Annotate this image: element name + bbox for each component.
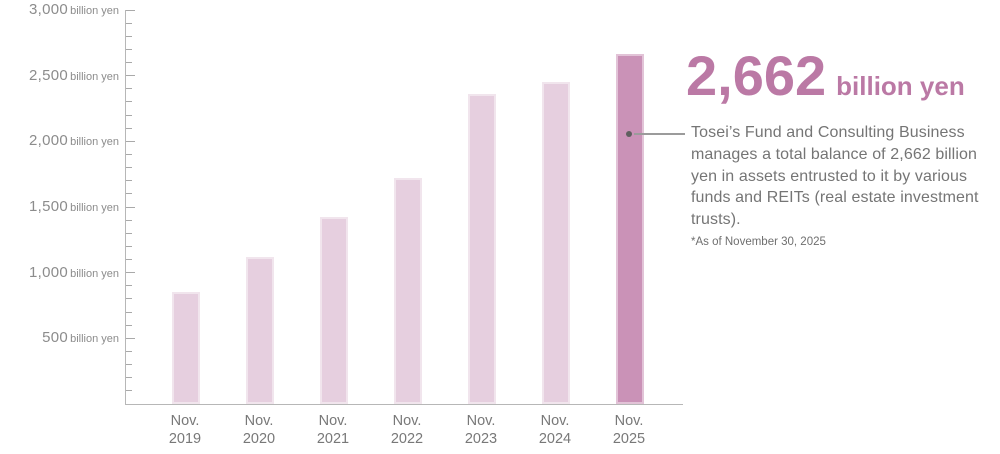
bar bbox=[320, 216, 348, 404]
y-axis-minor-tick bbox=[126, 285, 132, 287]
annotation-dot bbox=[626, 131, 632, 137]
y-axis-minor-tick bbox=[126, 22, 132, 24]
annotation-connector-line bbox=[634, 133, 685, 135]
bar bbox=[394, 178, 422, 404]
bar bbox=[542, 82, 570, 404]
x-axis-label: Nov. 2019 bbox=[145, 412, 225, 448]
y-axis-major-tick bbox=[126, 272, 135, 274]
y-axis-label-unit: billion yen bbox=[70, 136, 119, 149]
y-axis-label-value: 2,500 bbox=[29, 66, 69, 84]
y-axis-minor-tick bbox=[126, 390, 132, 392]
x-axis-label-line: 2019 bbox=[168, 431, 202, 447]
y-axis-minor-tick bbox=[126, 153, 132, 155]
y-axis-minor-tick bbox=[126, 101, 132, 103]
x-axis-label-line: Nov. bbox=[540, 413, 570, 429]
x-axis-label-line: Nov. bbox=[466, 413, 496, 429]
y-axis-minor-tick bbox=[126, 298, 132, 300]
y-axis-label-unit: billion yen bbox=[70, 5, 119, 17]
y-axis-label-value: 1,000 bbox=[29, 263, 69, 281]
y-axis-minor-tick bbox=[126, 167, 132, 169]
y-axis-label-value: 3,000 bbox=[29, 1, 69, 18]
y-axis-minor-tick bbox=[126, 350, 132, 352]
y-axis-major-tick bbox=[126, 75, 135, 77]
y-axis-minor-tick bbox=[126, 245, 132, 247]
callout-description: Tosei’s Fund and Consulting Business man… bbox=[691, 124, 979, 229]
x-axis-label: Nov. 2020 bbox=[219, 412, 299, 448]
y-axis-label: 1,500 billion yen bbox=[0, 198, 119, 216]
y-axis-label-value: 2,000 bbox=[29, 132, 69, 150]
y-axis-minor-tick bbox=[126, 219, 132, 221]
y-axis-label-value: 500 bbox=[42, 329, 69, 347]
highlight-value-row: 2,662 billion yen bbox=[686, 46, 1000, 106]
y-axis-label-unit: billion yen bbox=[70, 202, 119, 214]
y-axis-minor-tick bbox=[126, 48, 132, 50]
y-axis-minor-tick bbox=[126, 114, 132, 116]
y-axis-label-unit: billion yen bbox=[70, 267, 119, 280]
y-axis-label-unit: billion yen bbox=[70, 333, 119, 346]
plot-area bbox=[125, 9, 683, 405]
y-axis-minor-tick bbox=[126, 180, 132, 182]
x-axis-label-line: Nov. bbox=[614, 413, 644, 429]
y-axis-major-tick bbox=[126, 206, 135, 208]
y-axis-minor-tick bbox=[126, 259, 132, 261]
x-axis-label-line: 2020 bbox=[242, 431, 276, 447]
bar bbox=[468, 94, 496, 404]
y-axis-major-tick bbox=[126, 140, 135, 142]
callout: 2,662 billion yen Tosei’s Fund and Consul… bbox=[686, 46, 1000, 248]
y-axis-major-tick bbox=[126, 337, 135, 339]
x-axis-label-line: Nov. bbox=[170, 413, 200, 429]
y-axis-label-unit: billion yen bbox=[70, 70, 119, 83]
x-axis-label-line: 2023 bbox=[464, 431, 498, 447]
x-axis-label: Nov. 2021 bbox=[293, 412, 373, 448]
y-axis-minor-tick bbox=[126, 364, 132, 366]
bar-highlighted bbox=[616, 54, 644, 404]
y-axis-label: 3,000 billion yen bbox=[0, 1, 119, 19]
bar bbox=[246, 256, 274, 404]
x-axis-label-line: Nov. bbox=[244, 413, 274, 429]
x-axis-label: Nov. 2022 bbox=[367, 412, 447, 448]
x-axis-label-line: Nov. bbox=[392, 413, 422, 429]
x-axis-label: Nov. 2023 bbox=[441, 412, 521, 448]
y-axis-label-value: 1,500 bbox=[29, 198, 69, 215]
x-axis-label-line: 2021 bbox=[316, 431, 350, 447]
y-axis-minor-tick bbox=[126, 311, 132, 313]
x-axis-label: Nov. 2025 bbox=[589, 412, 669, 448]
y-axis-minor-tick bbox=[126, 88, 132, 90]
callout-footnote: *As of November 30, 2025 bbox=[691, 235, 826, 248]
y-axis-minor-tick bbox=[126, 232, 132, 234]
y-axis-minor-tick bbox=[126, 324, 132, 326]
y-axis-minor-tick bbox=[126, 193, 132, 195]
x-axis-label: Nov. 2024 bbox=[515, 412, 595, 448]
y-axis-minor-tick bbox=[126, 62, 132, 64]
highlight-value-unit: billion yen bbox=[836, 71, 965, 101]
y-axis-label: 2,000 billion yen bbox=[0, 132, 119, 150]
x-axis-label-line: 2022 bbox=[390, 431, 424, 447]
bar bbox=[172, 292, 200, 404]
x-axis-label-line: 2025 bbox=[612, 431, 646, 447]
y-axis-minor-tick bbox=[126, 127, 132, 129]
highlight-value: 2,662 bbox=[686, 44, 827, 107]
y-axis-label: 2,500 billion yen bbox=[0, 67, 119, 85]
y-axis-major-tick bbox=[126, 9, 135, 11]
y-axis-minor-tick bbox=[126, 377, 132, 379]
x-axis-label-line: Nov. bbox=[318, 413, 348, 429]
y-axis-label: 1,000 billion yen bbox=[0, 264, 119, 282]
x-axis-label-line: 2024 bbox=[538, 431, 572, 447]
y-axis-label: 500 billion yen bbox=[0, 329, 119, 347]
y-axis-minor-tick bbox=[126, 35, 132, 37]
